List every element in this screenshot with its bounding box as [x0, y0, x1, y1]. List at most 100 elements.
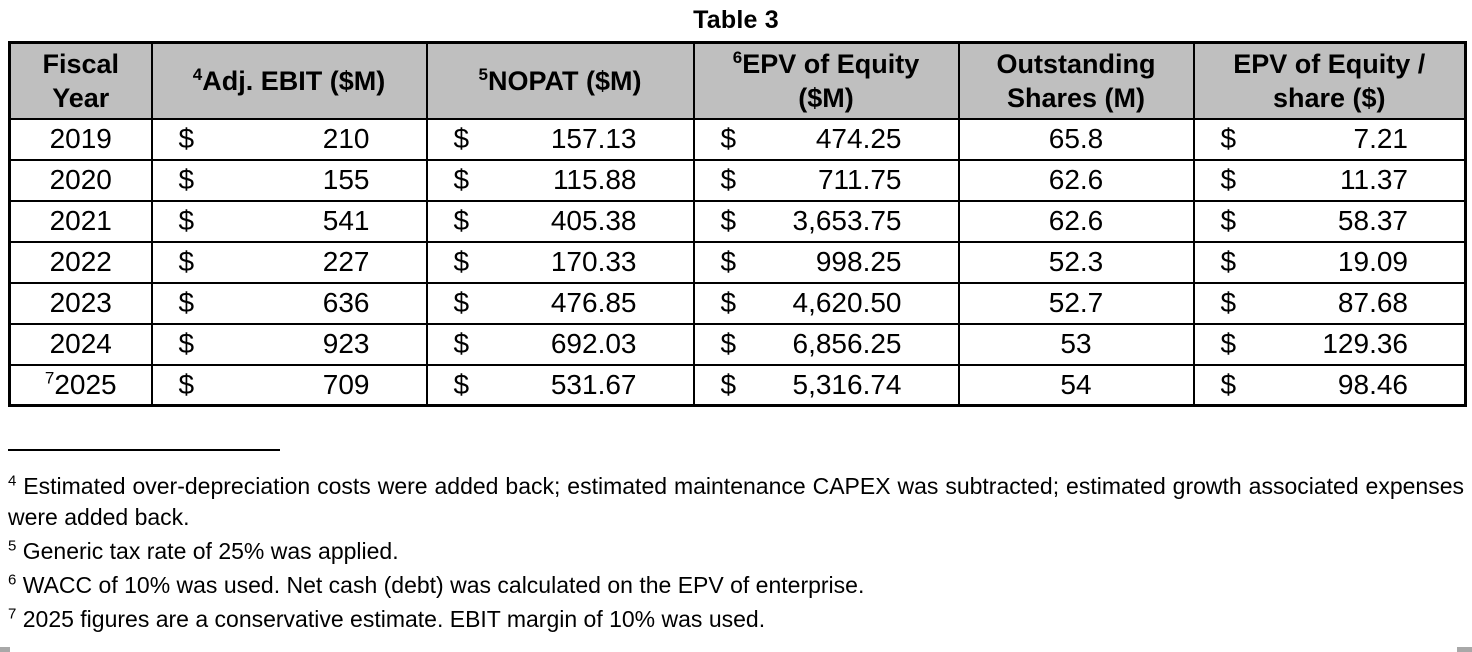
footnote-marker: 7	[8, 605, 17, 623]
footnote-6: 6 WACC of 10% was used. Net cash (debt) …	[8, 570, 1464, 601]
epv-equity-value: 4,620.50	[792, 287, 902, 318]
nopat-value: 157.13	[550, 123, 637, 154]
fiscal-year-cell: 2023	[8, 281, 153, 325]
table-row: 2022 $227 $170.33 $998.25 52.3 $19.09	[8, 240, 1467, 284]
currency-symbol: $	[720, 368, 737, 400]
table-row: 2021 $541 $405.38 $3,653.75 62.6 $58.37	[8, 199, 1467, 243]
table-row: 2020 $155 $115.88 $711.75 62.6 $11.37	[8, 158, 1467, 202]
adj-ebit-value: 541	[322, 205, 370, 236]
epv-equity-value: 998.25	[815, 246, 902, 277]
nopat-cell: $531.67	[425, 363, 695, 407]
epv-per-share-cell: $129.36	[1192, 322, 1467, 366]
table-row: 2024 $923 $692.03 $6,856.25 53 $129.36	[8, 322, 1467, 366]
footnote-marker: 5	[8, 537, 17, 555]
nopat-value: 405.38	[550, 205, 637, 236]
nopat-value: 692.03	[550, 328, 637, 359]
adj-ebit-value: 636	[322, 287, 370, 318]
epv-per-share-cell: $19.09	[1192, 240, 1467, 284]
epv-per-share-value: 129.36	[1322, 328, 1408, 359]
adj-ebit-cell: $636	[150, 281, 428, 325]
epv-equity-cell: $6,856.25	[692, 322, 960, 366]
nopat-cell: $692.03	[425, 322, 695, 366]
currency-symbol: $	[453, 328, 470, 359]
epv-equity-cell: $4,620.50	[692, 281, 960, 325]
fiscal-year-value: 2021	[49, 205, 112, 236]
currency-symbol: $	[1220, 246, 1237, 277]
fiscal-year-value: 2024	[49, 328, 112, 359]
fiscal-year-cell: 2019	[8, 117, 153, 161]
col-header-epv-per-share: EPV of Equity / share ($)	[1192, 41, 1467, 120]
col-header-label: EPV of Equity / share ($)	[1233, 48, 1426, 113]
col-header-label: EPV of Equity ($M)	[742, 48, 920, 113]
col-header-outstanding-shares: Outstanding Shares (M)	[957, 41, 1195, 120]
epv-equity-cell: $3,653.75	[692, 199, 960, 243]
epv-equity-value: 3,653.75	[792, 205, 902, 236]
shares-cell: 52.7	[957, 281, 1195, 325]
currency-symbol: $	[720, 246, 737, 277]
footnote-marker: 6	[8, 571, 17, 589]
col-header-fiscal-year: Fiscal Year	[8, 41, 153, 120]
adj-ebit-value: 227	[322, 246, 370, 277]
adj-ebit-value: 923	[322, 328, 370, 359]
fiscal-year-value: 2020	[49, 164, 112, 195]
col-header-label: Outstanding Shares (M)	[996, 48, 1156, 113]
currency-symbol: $	[178, 123, 195, 154]
epv-per-share-value: 19.09	[1337, 246, 1408, 277]
table-title: Table 3	[693, 6, 779, 34]
currency-symbol: $	[453, 246, 470, 277]
epv-per-share-value: 11.37	[1340, 164, 1408, 195]
adj-ebit-cell: $155	[150, 158, 428, 202]
table-row: 72025 $709 $531.67 $5,316.74 54 $98.46	[8, 363, 1467, 407]
footnote-text: Estimated over-depreciation costs were a…	[8, 473, 1464, 530]
epv-per-share-cell: $58.37	[1192, 199, 1467, 243]
nopat-value: 476.85	[550, 287, 637, 318]
currency-symbol: $	[720, 205, 737, 236]
currency-symbol: $	[453, 164, 470, 195]
shares-cell: 62.6	[957, 199, 1195, 243]
shares-cell: 62.6	[957, 158, 1195, 202]
currency-symbol: $	[178, 328, 195, 359]
footnote-text: WACC of 10% was used. Net cash (debt) wa…	[22, 572, 865, 598]
currency-symbol: $	[720, 164, 737, 195]
adj-ebit-value: 709	[322, 368, 370, 400]
footnotes-section: 4 Estimated over-depreciation costs were…	[8, 449, 1464, 635]
footnote-ref: 4	[192, 64, 203, 84]
nopat-cell: $157.13	[425, 117, 695, 161]
currency-symbol: $	[1220, 287, 1237, 318]
fiscal-year-value: 2025	[54, 368, 117, 400]
epv-equity-value: 711.75	[817, 164, 902, 195]
epv-per-share-value: 98.46	[1337, 368, 1408, 400]
nopat-cell: $476.85	[425, 281, 695, 325]
shares-cell: 65.8	[957, 117, 1195, 161]
fiscal-year-cell: 2021	[8, 199, 153, 243]
table-row: 2019 $210 $157.13 $474.25 65.8 $7.21	[8, 117, 1467, 161]
shares-cell: 52.3	[957, 240, 1195, 284]
epv-equity-cell: $474.25	[692, 117, 960, 161]
col-header-label: Adj. EBIT ($M)	[202, 65, 386, 96]
adj-ebit-cell: $541	[150, 199, 428, 243]
fiscal-year-cell: 2020	[8, 158, 153, 202]
header-row: Fiscal Year 4Adj. EBIT ($M) 5NOPAT ($M) …	[8, 41, 1467, 120]
currency-symbol: $	[178, 287, 195, 318]
currency-symbol: $	[453, 287, 470, 318]
footnote-4: 4 Estimated over-depreciation costs were…	[8, 471, 1464, 533]
epv-equity-cell: $998.25	[692, 240, 960, 284]
col-header-label: Fiscal Year	[42, 48, 120, 113]
footnote-text: Generic tax rate of 25% was applied.	[22, 538, 399, 564]
epv-equity-cell: $5,316.74	[692, 363, 960, 407]
currency-symbol: $	[1220, 328, 1237, 359]
currency-symbol: $	[453, 205, 470, 236]
footnote-separator	[8, 449, 280, 451]
footnote-marker: 4	[8, 472, 17, 490]
nopat-cell: $405.38	[425, 199, 695, 243]
epv-per-share-cell: $7.21	[1192, 117, 1467, 161]
col-header-label: NOPAT ($M)	[487, 65, 642, 96]
col-header-epv-equity: 6EPV of Equity ($M)	[692, 41, 960, 120]
adj-ebit-value: 155	[322, 164, 370, 195]
fiscal-year-cell: 72025	[8, 363, 153, 407]
adj-ebit-cell: $227	[150, 240, 428, 284]
page-edge-mark-left	[0, 647, 10, 652]
currency-symbol: $	[720, 123, 737, 154]
epv-per-share-cell: $98.46	[1192, 363, 1467, 407]
fiscal-year-cell: 2022	[8, 240, 153, 284]
